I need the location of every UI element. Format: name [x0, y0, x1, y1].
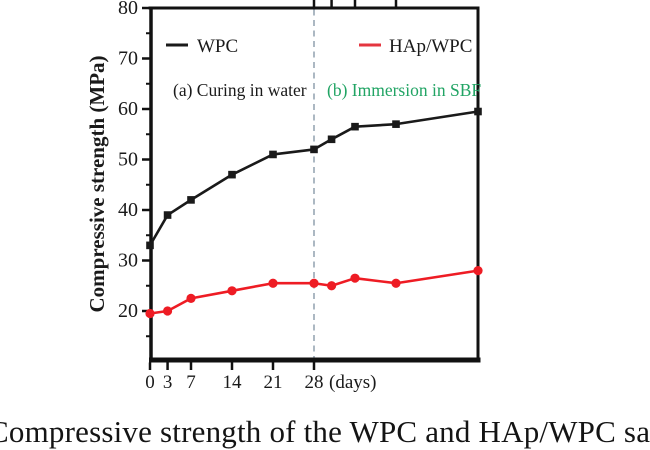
hap-wpc-marker: [309, 278, 319, 288]
hap-wpc-line: [149, 269, 479, 315]
wpc-marker: [269, 150, 277, 159]
x-tick-label: 7: [186, 372, 196, 393]
y-tick-label: 20: [118, 300, 138, 322]
hap-wpc-marker: [473, 266, 483, 276]
wpc-line: [148, 110, 479, 247]
y-tick-label: 40: [118, 199, 138, 221]
x-axis-unit-label: (days): [329, 372, 376, 393]
hap-wpc-marker: [145, 308, 155, 319]
hap-wpc-marker: [227, 286, 237, 296]
x-tick-label: 0: [145, 372, 155, 393]
annotation-immersion-in-sbf: (b) Immersion in SBF: [327, 80, 481, 100]
y-tick-label: 70: [118, 48, 138, 70]
wpc-marker: [163, 211, 172, 219]
wpc-marker: [327, 135, 336, 144]
annotation-curing-in-water: (a) Curing in water: [173, 80, 307, 100]
legend-wpc-label: WPC: [197, 36, 238, 57]
x-tick-label: 21: [264, 372, 283, 393]
wpc-marker: [351, 122, 359, 131]
wpc-marker: [187, 196, 195, 204]
hap-wpc-marker: [186, 293, 196, 303]
plot-area: 20 30 40 50 60 70 80 0 3 7 14 21 28: [118, 0, 483, 393]
hap-wpc-marker: [391, 278, 401, 288]
x-tick-label: 14: [223, 372, 243, 393]
hap-wpc-marker: [326, 281, 337, 291]
x-tick-label: 28: [305, 372, 324, 393]
y-tick-label: 30: [118, 250, 138, 272]
wpc-marker: [392, 120, 400, 128]
wpc-marker: [474, 107, 482, 116]
y-axis-label: Compressive strength (MPa): [85, 55, 109, 312]
legend-hapwpc-label: HAp/WPC: [389, 36, 472, 57]
figure-caption: Compressive strength of the WPC and HAp/…: [0, 414, 650, 449]
x-tick-label: 3: [163, 372, 173, 393]
legend: WPC HAp/WPC: [166, 36, 472, 57]
y-tick-label: 50: [118, 149, 138, 171]
y-tick-label: 80: [118, 0, 138, 19]
wpc-marker: [146, 241, 154, 250]
hap-wpc-marker: [162, 306, 173, 316]
y-tick-label: 60: [118, 98, 138, 120]
wpc-marker: [228, 170, 236, 179]
hap-wpc-marker: [350, 273, 360, 283]
wpc-marker: [310, 145, 318, 154]
hap-wpc-marker: [268, 278, 278, 288]
